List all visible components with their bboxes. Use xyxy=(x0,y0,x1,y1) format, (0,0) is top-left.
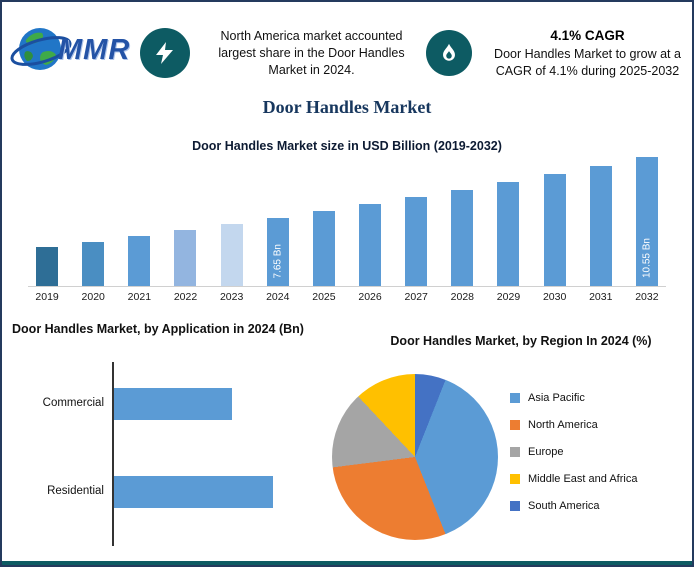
x-axis-label-2023: 2023 xyxy=(219,291,244,303)
bar-column-2031: 2031 xyxy=(578,166,624,308)
cagr-block: 4.1% CAGR Door Handles Market to grow at… xyxy=(483,26,692,80)
legend-label: South America xyxy=(528,500,600,512)
bar-chart-title: Door Handles Market size in USD Billion … xyxy=(192,139,502,153)
bar-2030 xyxy=(543,174,566,286)
legend-item-middle-east-and-africa: Middle East and Africa xyxy=(510,473,637,485)
x-axis-line xyxy=(28,286,666,287)
highlight-callout: North America market accounted largest s… xyxy=(140,28,422,79)
x-axis-label-2025: 2025 xyxy=(312,291,336,303)
bottom-accent-line xyxy=(2,561,692,565)
bar-column-2023: 2023 xyxy=(209,224,255,308)
legend-item-north-america: North America xyxy=(510,419,637,431)
bar-column-2030: 2030 xyxy=(532,174,578,308)
market-size-bar-chart: 2019 2020 2021 2022 2023 7.65 Bn 2024 2025 2026 2… xyxy=(24,157,670,308)
y-axis-line xyxy=(112,362,114,546)
bar-column-2027: 2027 xyxy=(393,197,439,308)
bar-value-label-2032: 10.55 Bn xyxy=(641,237,653,278)
lightning-icon xyxy=(140,28,190,79)
pie-legend: Asia Pacific North America Europe Middle Ea… xyxy=(510,392,637,527)
legend-item-asia-pacific: Asia Pacific xyxy=(510,392,637,404)
globe-icon xyxy=(10,28,72,70)
bar-2029 xyxy=(497,182,520,286)
mmr-logo: MMR xyxy=(10,18,130,82)
legend-swatch xyxy=(510,447,520,457)
bar-2026 xyxy=(359,204,382,286)
x-axis-label-2024: 2024 xyxy=(266,291,290,303)
bar-commercial xyxy=(114,388,232,420)
legend-item-europe: Europe xyxy=(510,446,637,458)
bar-2025 xyxy=(312,211,335,286)
legend-label: Middle East and Africa xyxy=(528,473,638,485)
logo-text: MMR xyxy=(58,33,131,66)
bar-column-2024: 7.65 Bn 2024 xyxy=(255,218,301,308)
bar-column-2028: 2028 xyxy=(439,190,485,308)
application-chart-title: Door Handles Market, by Application in 2… xyxy=(12,322,304,336)
x-axis-label-2028: 2028 xyxy=(450,291,475,303)
legend-swatch xyxy=(510,474,520,484)
category-label-residential: Residential xyxy=(47,485,104,497)
legend-label: Asia Pacific xyxy=(528,392,585,404)
bar-column-2025: 2025 xyxy=(301,211,347,308)
cagr-text: Door Handles Market to grow at a CAGR of… xyxy=(494,47,681,78)
flame-icon xyxy=(426,30,472,76)
bar-value-label-2024: 7.65 Bn xyxy=(272,243,284,278)
bar-2031 xyxy=(589,166,612,286)
legend-swatch xyxy=(510,393,520,403)
bar-column-2019: 2019 xyxy=(24,247,70,308)
application-bar-chart: Commercial Residential xyxy=(12,360,312,552)
bar-column-2032: 10.55 Bn 2032 xyxy=(624,157,670,308)
bar-2021 xyxy=(128,236,151,286)
x-axis-label-2022: 2022 xyxy=(173,291,198,303)
bar-column-2022: 2022 xyxy=(162,230,208,308)
x-axis-label-2020: 2020 xyxy=(81,291,105,303)
legend-swatch xyxy=(510,501,520,511)
bar-2019 xyxy=(36,247,59,286)
legend-item-south-america: South America xyxy=(510,500,637,512)
category-label-commercial: Commercial xyxy=(42,397,104,409)
bar-2028 xyxy=(451,190,474,286)
bar-2022 xyxy=(174,230,197,286)
region-chart-title: Door Handles Market, by Region In 2024 (… xyxy=(390,334,652,348)
legend-label: North America xyxy=(528,419,598,431)
page-title: Door Handles Market xyxy=(262,97,432,117)
legend-swatch xyxy=(510,420,520,430)
cagr-title: 4.1% CAGR xyxy=(550,28,625,43)
x-axis-label-2021: 2021 xyxy=(127,291,152,303)
bar-2032: 10.55 Bn xyxy=(635,157,658,286)
bar-2024: 7.65 Bn xyxy=(266,218,289,286)
x-axis-label-2032: 2032 xyxy=(635,291,659,303)
x-axis-label-2031: 2031 xyxy=(589,291,613,303)
x-axis-label-2027: 2027 xyxy=(404,291,428,303)
bar-2020 xyxy=(82,242,105,286)
bar-column-2020: 2020 xyxy=(70,242,116,308)
bar-2023 xyxy=(220,224,243,286)
x-axis-label-2030: 2030 xyxy=(542,291,567,303)
bar-column-2021: 2021 xyxy=(116,236,162,308)
highlight-text: North America market accounted largest s… xyxy=(218,29,405,77)
x-axis-label-2029: 2029 xyxy=(496,291,521,303)
cagr-callout: 4.1% CAGR Door Handles Market to grow at… xyxy=(426,26,692,80)
bar-residential xyxy=(114,476,273,508)
x-axis-label-2026: 2026 xyxy=(358,291,382,303)
bar-column-2026: 2026 xyxy=(347,204,393,308)
legend-label: Europe xyxy=(528,446,564,458)
region-pie-chart xyxy=(332,374,498,540)
bar-2027 xyxy=(405,197,428,286)
bar-column-2029: 2029 xyxy=(485,182,531,308)
x-axis-label-2019: 2019 xyxy=(35,291,59,303)
